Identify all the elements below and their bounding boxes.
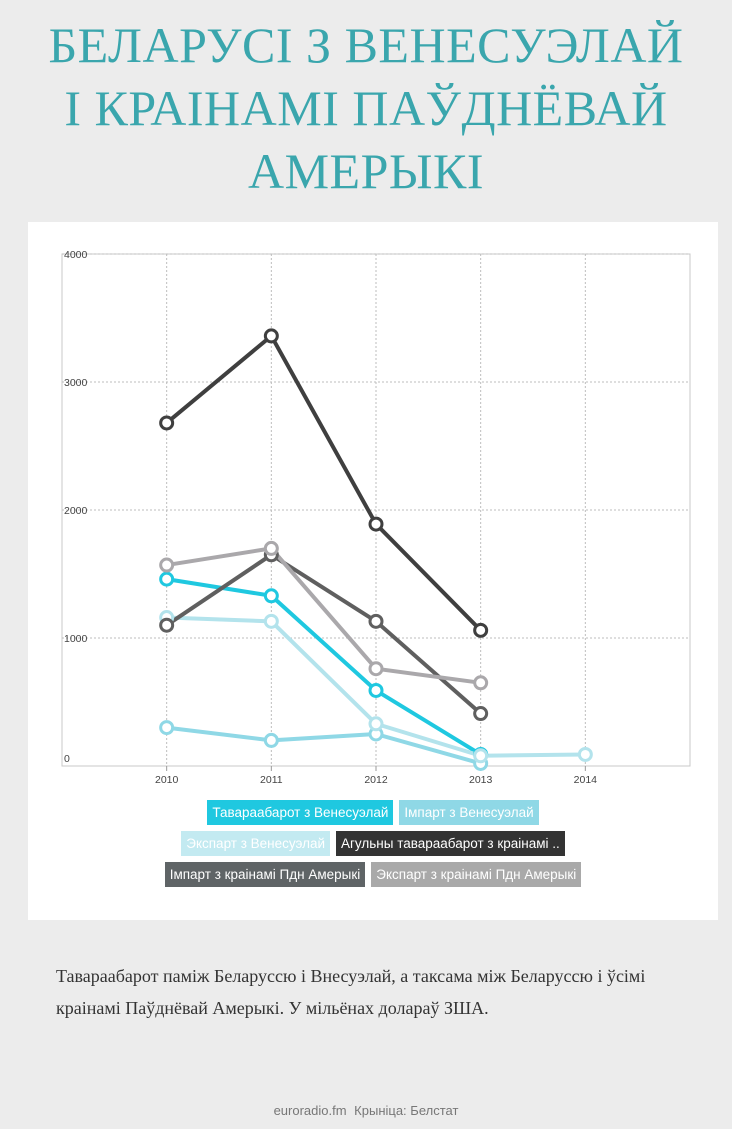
series-line-5 xyxy=(165,552,482,716)
legend-row-2: Экспарт з Венесуэлай Агульны тавараабаро… xyxy=(28,831,718,856)
source-line: euroradio.fm Крыніца: Белстат xyxy=(0,1103,732,1118)
series-6-point xyxy=(473,675,489,691)
series-1-point xyxy=(159,571,175,587)
legend-item-venezuela-import[interactable]: Імпарт з Венесуэлай xyxy=(399,800,539,825)
y-tick-label: 1000 xyxy=(64,633,88,645)
source-site[interactable]: euroradio.fm xyxy=(273,1103,347,1118)
series-line-1 xyxy=(166,577,482,757)
legend-item-venezuela-trade[interactable]: Тавараабарот з Венесуэлай xyxy=(207,800,394,825)
series-3-point xyxy=(577,746,593,762)
series-4-point xyxy=(473,622,489,638)
title-line-2: І КРАІНАМІ ПАЎДНЁВАЙ xyxy=(64,80,668,136)
source-credit: Крыніца: Белстат xyxy=(354,1103,459,1118)
legend-item-venezuela-export[interactable]: Экспарт з Венесуэлай xyxy=(181,831,330,856)
series-4-point xyxy=(263,328,279,344)
y-tick-label: 4000 xyxy=(64,249,88,261)
chart-caption: Тавараабарот паміж Беларуссю і Внесуэлай… xyxy=(56,966,646,1018)
series-3-point xyxy=(368,716,384,732)
title-line-1: БЕЛАРУСІ З ВЕНЕСУЭЛАЙ xyxy=(48,17,684,73)
x-tick-label: 2013 xyxy=(469,774,493,786)
series-line-2 xyxy=(166,725,482,766)
series-3-point xyxy=(473,748,489,764)
series-3-point xyxy=(263,613,279,629)
series-6-point xyxy=(159,557,175,573)
series-line-4 xyxy=(165,333,483,632)
series-5-point xyxy=(159,617,175,633)
x-tick-label: 2012 xyxy=(364,774,388,786)
legend-item-south-america-import[interactable]: Імпарт з краінамі Пдн Амерыкі xyxy=(164,862,366,887)
series-6-point xyxy=(263,540,279,556)
series-1-point xyxy=(263,588,279,604)
series-2-point xyxy=(159,720,175,736)
chart-card: 0 1000 2000 3000 4000 2010 2011 2012 2013 2014 Та… xyxy=(28,222,718,920)
series-2-point xyxy=(263,732,279,748)
page-title: БЕЛАРУСІ З ВЕНЕСУЭЛАЙ І КРАІНАМІ ПАЎДНЁВ… xyxy=(0,14,732,203)
x-tick-label: 2011 xyxy=(260,774,283,786)
series-4-point xyxy=(159,415,175,431)
series-4-point xyxy=(368,516,384,532)
legend-item-south-america-export[interactable]: Экспарт з краінамі Пдн Амерыкі xyxy=(371,862,582,887)
series-5-point xyxy=(473,706,489,722)
y-tick-label: 2000 xyxy=(64,505,88,517)
line-chart: 0 1000 2000 3000 4000 2010 2011 2012 2013 2014 xyxy=(61,249,691,786)
y-tick-label: 0 xyxy=(64,753,70,765)
series-line-6 xyxy=(166,546,481,685)
y-tick-label: 3000 xyxy=(64,377,88,389)
legend-row-1: Тавараабарот з Венесуэлай Імпарт з Венес… xyxy=(28,800,718,825)
title-line-3: АМЕРЫКІ xyxy=(247,143,485,199)
legend-row-3: Імпарт з краінамі Пдн Амерыкі Экспарт з … xyxy=(28,862,718,887)
series-6-point xyxy=(368,661,384,677)
x-tick-label: 2010 xyxy=(155,774,179,786)
x-tick-label: 2014 xyxy=(574,774,598,786)
legend-item-south-america-total[interactable]: Агульны тавараабарот з краінамі .. xyxy=(336,831,565,856)
chart-legend: Тавараабарот з Венесуэлай Імпарт з Венес… xyxy=(28,800,718,893)
series-5-point xyxy=(368,613,384,629)
series-1-point xyxy=(368,682,384,698)
